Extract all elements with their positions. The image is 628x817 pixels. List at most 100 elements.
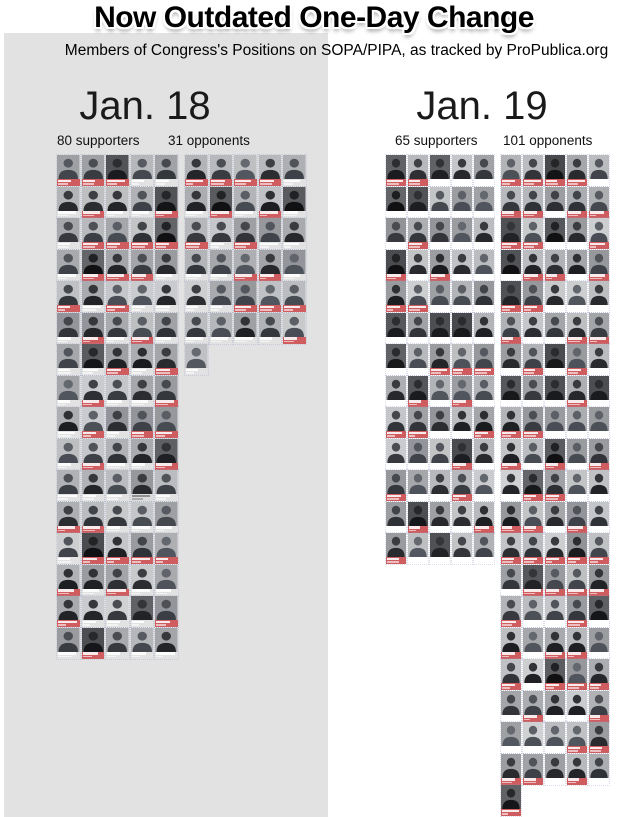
member-card [282, 248, 307, 282]
tag-district-line [131, 246, 146, 248]
tag-district-line [524, 277, 530, 280]
party-tag [130, 336, 153, 344]
portrait-silhouette-icon [523, 155, 543, 179]
party-tag [567, 336, 587, 344]
tag-name-line [284, 305, 300, 309]
portrait-silhouette-icon [283, 312, 306, 337]
tag-name-line [186, 274, 202, 277]
tag-name-line [409, 557, 424, 561]
member-card [233, 154, 258, 187]
portrait-silhouette-icon [567, 501, 587, 526]
tag-name-line [546, 274, 557, 277]
party-tag [258, 210, 281, 218]
party-tag [545, 273, 565, 281]
tag-name-line [590, 526, 603, 529]
member-photo [523, 344, 543, 368]
member-photo [234, 218, 257, 242]
member-photo [155, 501, 178, 526]
member-photo [283, 218, 306, 242]
portrait-silhouette-icon [81, 312, 104, 337]
member-card [154, 406, 179, 439]
party-tag [501, 620, 521, 627]
tag-district-line [590, 309, 600, 311]
party-tag [430, 273, 450, 281]
member-card [80, 469, 105, 502]
member-card [154, 626, 179, 660]
tag-name-line [107, 652, 121, 655]
tag-district-line [453, 435, 464, 437]
portrait-silhouette-icon [283, 186, 306, 211]
tag-district-line [58, 277, 68, 280]
member-photo [130, 407, 153, 431]
portrait-silhouette-icon [501, 407, 521, 431]
tag-name-line [156, 526, 172, 529]
party-tag [545, 179, 565, 186]
tag-name-line [590, 683, 602, 687]
tag-district-line [431, 435, 444, 437]
member-photo [130, 218, 153, 242]
member-card [105, 437, 130, 471]
tag-name-line [58, 526, 75, 529]
portrait-silhouette-icon [545, 218, 565, 242]
member-photo [545, 375, 565, 400]
tag-name-line [431, 242, 449, 246]
portrait-silhouette-icon [430, 438, 450, 463]
tag-district-line [82, 277, 95, 280]
party-tag [234, 211, 257, 218]
tag-name-line [235, 179, 251, 183]
portrait-silhouette-icon [57, 438, 80, 463]
member-photo [452, 438, 472, 463]
member-card [233, 217, 258, 250]
page-title: Now Outdated One-Day Change [94, 1, 534, 34]
member-photo [474, 438, 494, 463]
tag-name-line [453, 211, 470, 214]
tag-district-line [590, 592, 597, 595]
member-card [500, 563, 522, 597]
party-tag [386, 273, 406, 281]
party-tag [474, 400, 494, 407]
party-tag [155, 179, 178, 186]
tag-district-line [284, 246, 291, 248]
member-photo [545, 470, 565, 494]
tag-district-line [107, 309, 115, 311]
portrait-silhouette-icon [57, 407, 80, 431]
tag-district-line [502, 561, 514, 563]
tag-district-line [58, 214, 69, 217]
member-photo [106, 375, 129, 400]
portrait-silhouette-icon [386, 249, 406, 274]
member-photo [589, 186, 609, 211]
tag-name-line [502, 431, 517, 435]
party-tag [185, 337, 208, 344]
portrait-silhouette-icon [545, 249, 565, 274]
party-tag [589, 462, 609, 470]
tag-district-line [58, 246, 69, 248]
tag-district-line [235, 340, 247, 343]
portrait-silhouette-icon [523, 438, 543, 463]
party-tag [474, 211, 494, 218]
member-photo [523, 722, 543, 746]
tag-district-line [546, 687, 554, 689]
party-tag [106, 526, 129, 533]
tag-name-line [58, 211, 77, 214]
tag-name-line [568, 526, 583, 529]
member-photo [386, 470, 406, 494]
member-card [154, 374, 179, 408]
member-card [451, 185, 473, 219]
party-tag [81, 431, 104, 438]
tag-district-line [284, 183, 293, 185]
party-tag [452, 494, 472, 501]
party-tag [155, 589, 178, 596]
portrait-silhouette-icon [106, 281, 129, 305]
party-tag [408, 525, 428, 533]
party-tag [82, 589, 105, 596]
tag-name-line [58, 305, 71, 309]
member-photo [567, 407, 587, 431]
portrait-silhouette-icon [408, 249, 428, 274]
portrait-silhouette-icon [501, 375, 521, 400]
member-card [429, 532, 451, 565]
tag-district-line [524, 750, 531, 752]
portrait-silhouette-icon [452, 312, 472, 337]
member-card [154, 311, 179, 345]
tag-district-line [156, 309, 169, 311]
tag-district-line [210, 309, 219, 311]
